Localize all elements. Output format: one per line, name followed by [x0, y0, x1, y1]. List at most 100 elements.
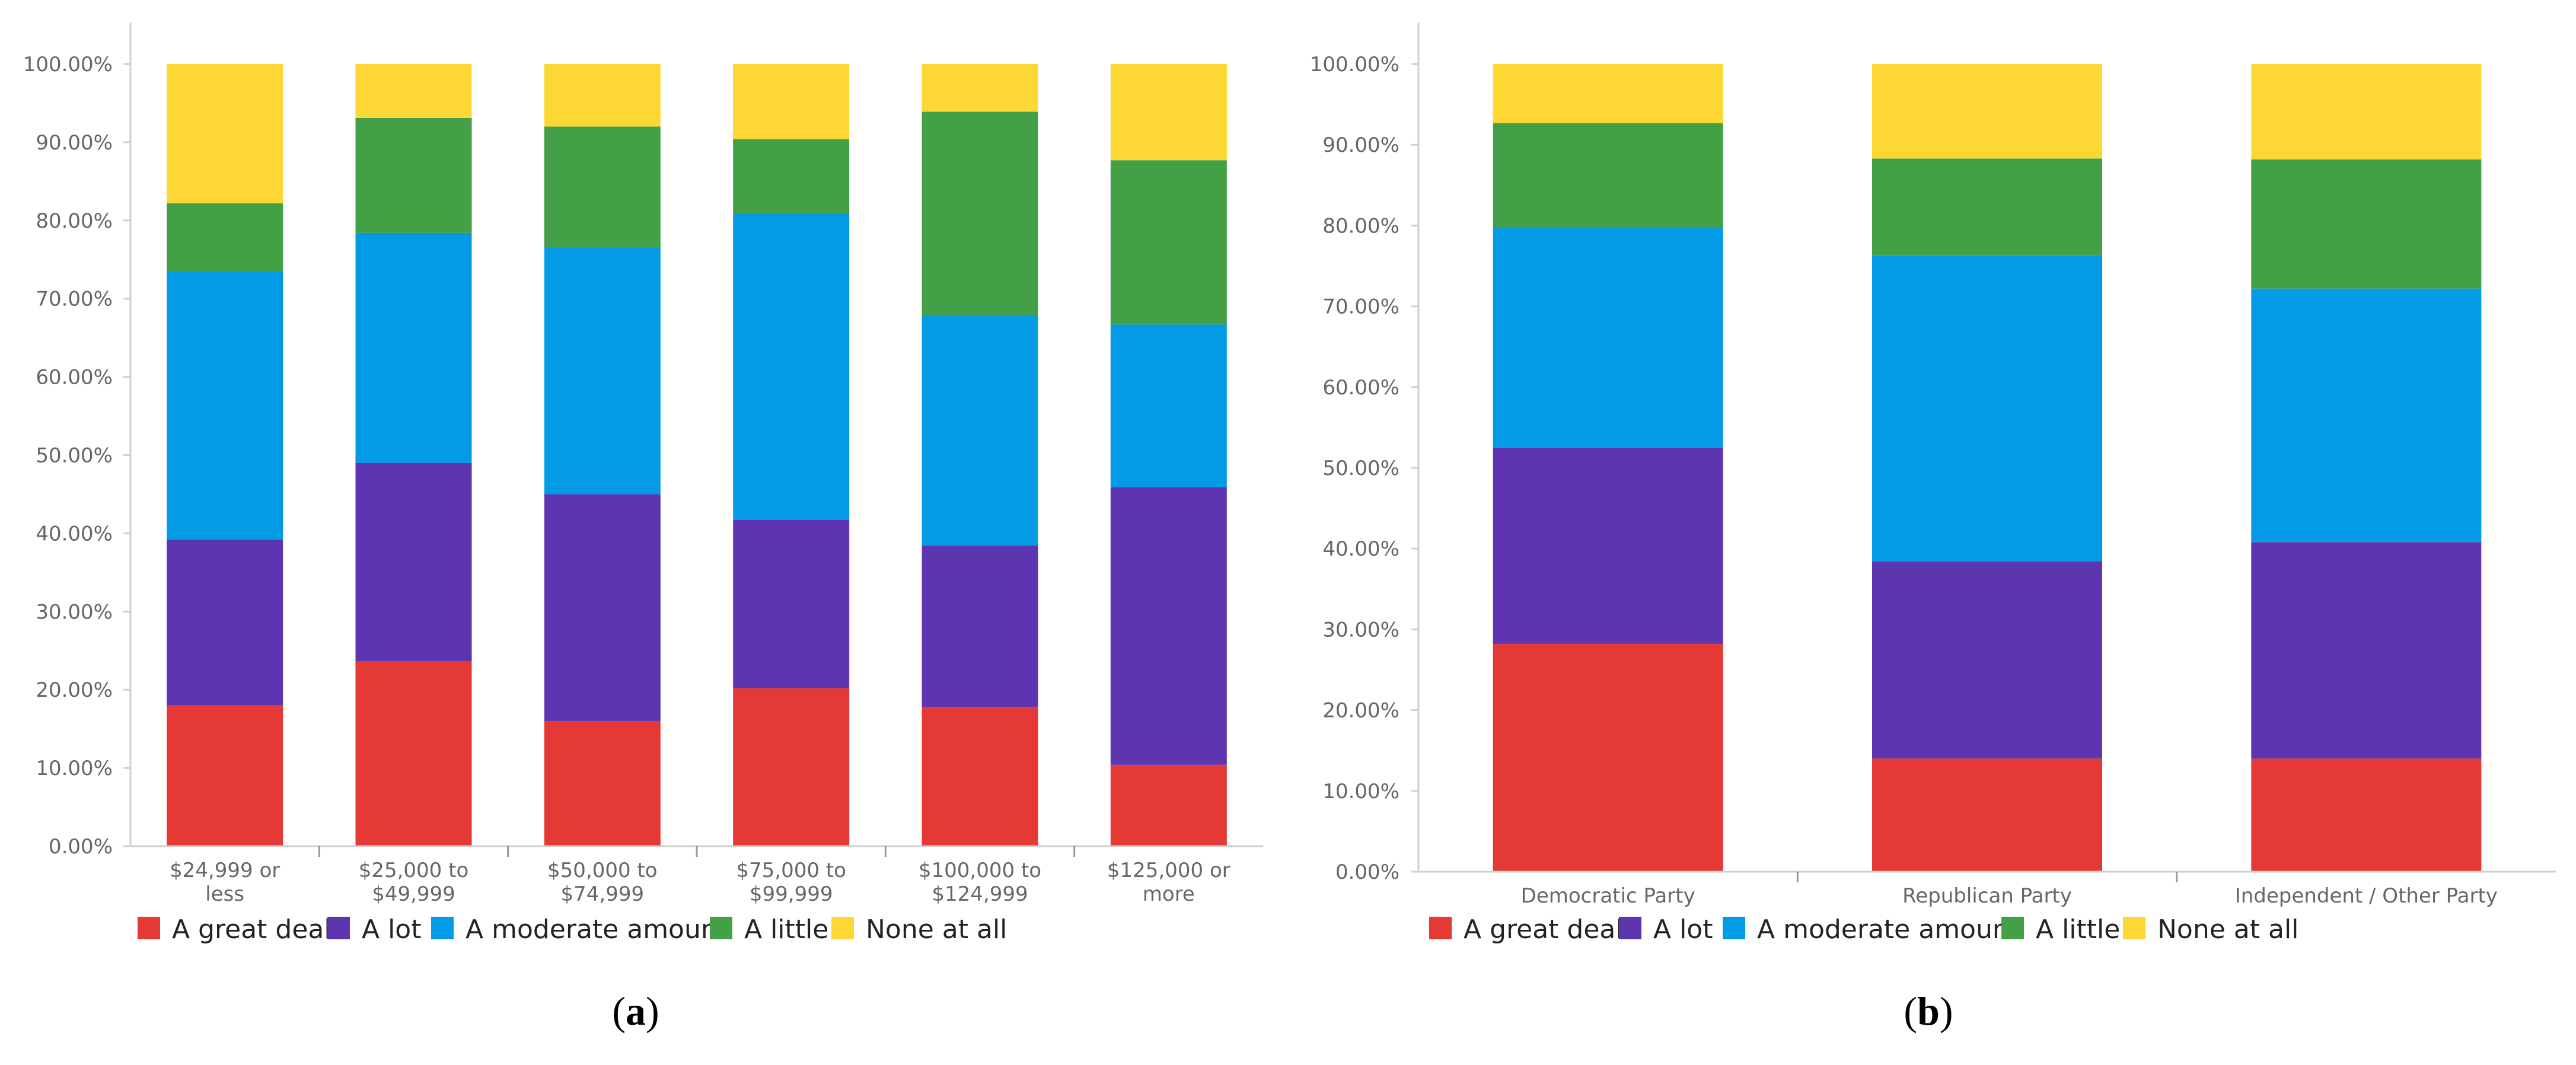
x-tick-label-line: Republican Party: [1902, 884, 2072, 908]
bar-segment-a-lot: [2251, 542, 2482, 759]
legend-label: A moderate amount: [466, 914, 728, 945]
bar-segment-a-little: [2251, 159, 2482, 289]
y-tick-label: 30.00%: [36, 600, 113, 624]
bar-segment-a-little: [1110, 160, 1227, 325]
bar-segment-a-little: [167, 203, 283, 272]
legend-swatch-none-at-all: [2123, 917, 2145, 939]
legend-swatch-a-lot: [1619, 917, 1641, 939]
x-tick-label-line: less: [205, 882, 244, 906]
bar-segment-a-lot: [355, 463, 472, 662]
y-tick-label: 10.00%: [1322, 780, 1399, 803]
bar-segment-a-moderate-amount: [922, 315, 1038, 546]
legend-swatch-a-great-deal: [138, 917, 160, 939]
y-tick-label: 60.00%: [36, 366, 113, 390]
x-tick-label: Independent / Other Party: [2235, 884, 2498, 908]
bar-segment-a-lot: [922, 546, 1038, 707]
bar-segment-a-great-deal: [1493, 643, 1723, 872]
bar-segment-a-great-deal: [2251, 758, 2482, 872]
y-tick-label: 0.00%: [1335, 860, 1399, 884]
y-tick-label: 50.00%: [1322, 457, 1399, 480]
bar-segment-a-little: [922, 111, 1038, 315]
x-tick-label-line: $75,000 to: [736, 859, 846, 882]
legend-label: A moderate amount: [1757, 914, 2019, 945]
legend-swatch-a-little: [2001, 917, 2024, 939]
x-tick-label: Republican Party: [1902, 884, 2072, 908]
bar-segment-a-moderate-amount: [1110, 324, 1227, 487]
bar-segment-none-at-all: [167, 64, 283, 203]
bar-segment-a-lot: [167, 539, 283, 706]
legend-swatch-a-moderate-amount: [431, 917, 454, 939]
x-tick-label-line: $124,999: [932, 882, 1028, 906]
bar-segment-a-little: [1872, 158, 2102, 256]
x-tick-label: $100,000 to $124,999: [919, 859, 1041, 906]
x-tick-label-line: $50,000 to: [547, 859, 658, 882]
y-tick-label: 80.00%: [1322, 214, 1399, 238]
panel-a-y-axis: 0.00% 10.00% 20.00% 30.00% 40.00% 50.00% 60.00…: [23, 23, 132, 859]
panel-b-caption: (b): [1904, 989, 1953, 1034]
x-tick-label-line: $125,000 or: [1107, 859, 1230, 882]
bar-segment-none-at-all: [1110, 64, 1227, 161]
bar-segment-a-great-deal: [922, 707, 1038, 846]
bar-segment-a-moderate-amount: [1872, 255, 2102, 562]
bar-segment-a-great-deal: [167, 705, 283, 846]
panel-b-x-axis: Democratic Party Republican Party Independ…: [1418, 871, 2556, 908]
panel-a-x-axis: $24,999 or less $25,000 to $49,999 $50,000 t…: [130, 845, 1263, 906]
panel-b-chart: 0.00% 10.00% 20.00% 30.00% 40.00% 50.00% 60.00…: [1310, 23, 2556, 1034]
bar-segment-a-great-deal: [1110, 764, 1227, 846]
y-tick-label: 40.00%: [36, 522, 113, 546]
bar-segment-none-at-all: [1493, 64, 1723, 123]
panel-b-legend: A great deal A lot A moderate amount A litt…: [1429, 914, 2298, 945]
bar-segment-none-at-all: [922, 64, 1038, 112]
y-tick-label: 90.00%: [36, 131, 113, 155]
legend-label: None at all: [866, 914, 1007, 945]
y-tick-label: 20.00%: [36, 678, 113, 702]
y-tick-label: 60.00%: [1322, 376, 1399, 400]
legend-label: None at all: [2157, 914, 2298, 945]
panel-a-bars: [167, 64, 1227, 846]
bar-segment-none-at-all: [1872, 64, 2102, 159]
bar-segment-a-little: [544, 126, 661, 248]
y-tick-label: 90.00%: [1322, 133, 1399, 157]
panel-a-caption-label: a: [626, 989, 646, 1034]
x-tick-label: $24,999 or less: [170, 859, 280, 906]
x-tick-label-line: $100,000 to: [919, 859, 1041, 882]
y-tick-label: 50.00%: [36, 444, 113, 468]
bar-segment-a-great-deal: [733, 688, 850, 846]
legend-label: A lot: [1653, 914, 1713, 945]
y-tick-label: 30.00%: [1322, 618, 1399, 642]
legend-label: A lot: [362, 914, 421, 945]
bar-segment-a-moderate-amount: [1493, 228, 1723, 448]
panel-a-legend: A great deal A lot A moderate amount A litt…: [138, 914, 1007, 945]
bar-segment-a-lot: [1110, 487, 1227, 765]
panel-b-y-axis: 0.00% 10.00% 20.00% 30.00% 40.00% 50.00% 60.00…: [1310, 23, 1420, 884]
x-tick-label-line: $74,999: [561, 882, 645, 906]
x-tick-label: Democratic Party: [1521, 884, 1695, 908]
bar-segment-a-moderate-amount: [167, 271, 283, 540]
y-tick-label: 70.00%: [1322, 295, 1399, 319]
bar-segment-a-lot: [733, 519, 850, 688]
panel-b-caption-label: b: [1917, 989, 1940, 1034]
bar-segment-none-at-all: [733, 64, 850, 139]
y-tick-label: 70.00%: [36, 288, 113, 311]
x-tick-label-line: more: [1143, 882, 1195, 906]
bar-segment-a-moderate-amount: [355, 232, 472, 463]
legend-swatch-a-little: [710, 917, 732, 939]
legend-label: A little: [2036, 914, 2120, 945]
x-tick-label: $75,000 to $99,999: [736, 859, 846, 906]
x-tick-label-line: Independent / Other Party: [2235, 884, 2498, 908]
bar-segment-a-moderate-amount: [544, 247, 661, 495]
bar-segment-a-lot: [544, 494, 661, 721]
panel-a-chart: 0.00% 10.00% 20.00% 30.00% 40.00% 50.00% 60.00…: [23, 23, 1263, 1034]
y-tick-label: 0.00%: [49, 835, 113, 859]
y-tick-label: 100.00%: [23, 53, 113, 76]
legend-swatch-none-at-all: [831, 917, 854, 939]
y-tick-label: 100.00%: [1310, 53, 1399, 76]
panel-b-bars: [1493, 64, 2482, 872]
bar-segment-a-great-deal: [355, 661, 472, 846]
y-tick-label: 20.00%: [1322, 699, 1399, 723]
bar-segment-a-moderate-amount: [733, 213, 850, 520]
bar-segment-a-lot: [1493, 447, 1723, 644]
legend-swatch-a-great-deal: [1429, 917, 1452, 939]
bar-segment-a-moderate-amount: [2251, 288, 2482, 543]
